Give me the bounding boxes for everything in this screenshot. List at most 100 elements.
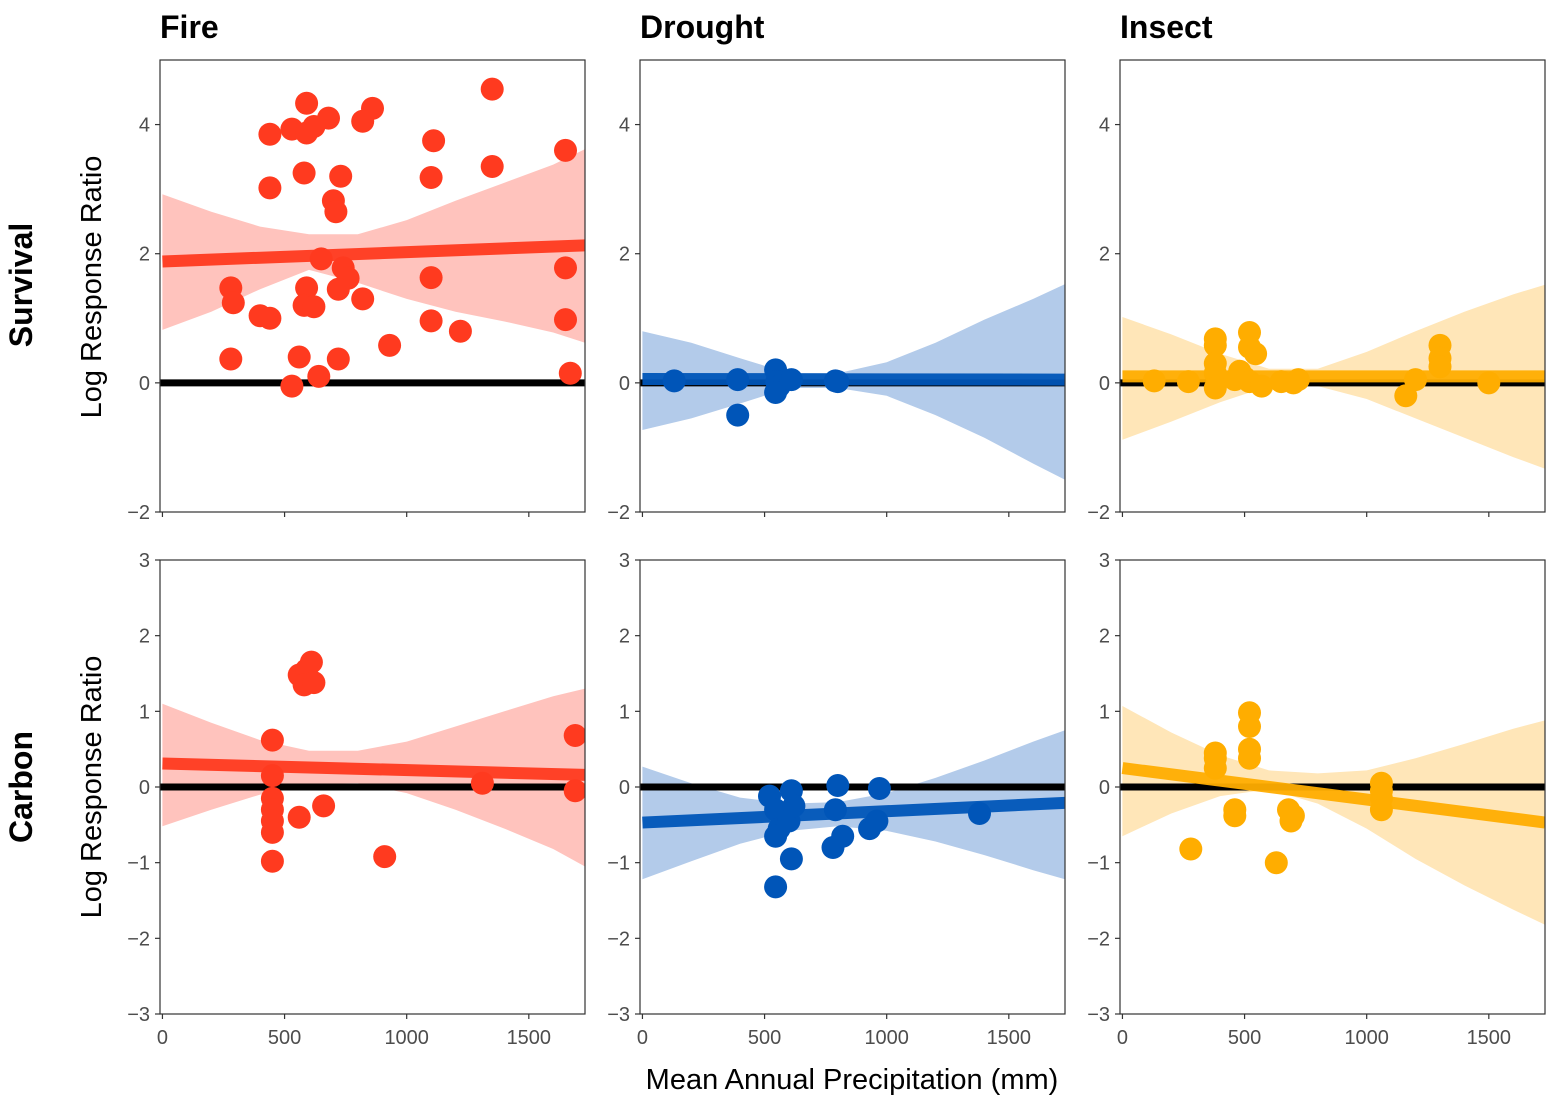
trend-line xyxy=(162,757,585,781)
y-tick-label: 1 xyxy=(1099,701,1110,723)
data-point xyxy=(826,370,850,394)
data-point xyxy=(260,820,284,844)
data-point xyxy=(1223,804,1247,828)
data-point xyxy=(554,256,577,280)
data-point xyxy=(782,794,806,818)
panel-frame xyxy=(159,59,586,513)
y-tick-label: 1 xyxy=(139,701,150,723)
data-point xyxy=(258,306,282,330)
x-tick-label: 500 xyxy=(1228,1027,1261,1049)
data-point xyxy=(260,728,284,752)
data-point xyxy=(1142,369,1166,393)
trend-line xyxy=(642,796,1065,829)
data-point xyxy=(779,368,803,392)
data-point xyxy=(324,200,348,224)
y-tick-label: −3 xyxy=(607,1004,630,1026)
data-point xyxy=(292,161,316,185)
panel-plot-area xyxy=(160,650,585,873)
y-tick-label: 0 xyxy=(1099,777,1110,799)
data-point xyxy=(221,291,245,315)
y-axis-title-carbon: Log Response Ratio xyxy=(76,656,108,919)
data-point xyxy=(1369,798,1393,822)
column-title-fire: Fire xyxy=(160,9,219,45)
data-point xyxy=(419,266,443,290)
data-point xyxy=(865,809,889,833)
x-tick-label: 1000 xyxy=(1344,1027,1389,1049)
data-point xyxy=(1203,333,1227,357)
data-point xyxy=(554,138,577,162)
panel-carbon-fire: −3 −2 −1 0 1 2 3 0 500 1000 1500 xyxy=(127,550,586,1049)
data-point xyxy=(302,295,326,319)
data-point xyxy=(867,777,891,800)
y-tick-label: −2 xyxy=(1087,928,1110,950)
data-point xyxy=(470,771,494,795)
data-point xyxy=(779,847,803,871)
y-tick-label: 4 xyxy=(1099,115,1110,137)
data-point xyxy=(1176,370,1200,394)
y-tick-label: 2 xyxy=(619,244,630,266)
data-point xyxy=(258,122,282,146)
y-tick-label: 0 xyxy=(619,777,630,799)
data-point xyxy=(295,276,319,300)
confidence-band xyxy=(162,688,585,867)
data-point xyxy=(351,287,375,311)
data-point xyxy=(1404,368,1427,392)
data-point xyxy=(1428,355,1452,379)
data-point xyxy=(309,247,333,271)
data-point xyxy=(554,308,577,332)
panel-plot-area xyxy=(1120,701,1545,925)
confidence-band xyxy=(1122,706,1545,925)
data-point xyxy=(351,109,375,133)
data-point xyxy=(373,845,397,869)
x-tick-label: 500 xyxy=(268,1027,301,1049)
data-point xyxy=(1281,804,1305,828)
confidence-band xyxy=(642,730,1065,880)
x-tick-label: 1000 xyxy=(384,1027,429,1049)
y-tick-label: 4 xyxy=(619,115,630,137)
y-tick-label: −1 xyxy=(607,853,630,875)
data-point xyxy=(419,309,443,333)
data-point xyxy=(448,319,472,343)
data-point xyxy=(831,824,855,848)
panel-frame xyxy=(1119,59,1546,513)
y-tick-label: 2 xyxy=(139,626,150,648)
x-tick-label: 1500 xyxy=(987,1027,1032,1049)
y-tick-label: −2 xyxy=(1087,502,1110,524)
y-tick-label: 3 xyxy=(1099,550,1110,572)
data-point xyxy=(480,77,504,101)
y-tick-label: 1 xyxy=(619,701,630,723)
y-tick-label: −2 xyxy=(607,502,630,524)
x-tick-label: 0 xyxy=(157,1027,168,1049)
y-axis-title-survival: Log Response Ratio xyxy=(76,156,108,419)
panel-plot-area xyxy=(640,730,1065,899)
y-tick-label: 0 xyxy=(139,373,150,395)
data-point xyxy=(1203,756,1227,780)
data-point xyxy=(295,91,319,115)
data-point xyxy=(558,361,582,385)
y-tick-label: −3 xyxy=(1087,1004,1110,1026)
data-point xyxy=(1264,851,1288,875)
data-point xyxy=(1238,715,1261,738)
y-tick-label: 2 xyxy=(139,244,150,266)
data-point xyxy=(287,345,311,369)
panel-plot-area xyxy=(640,284,1065,480)
data-point xyxy=(219,347,243,371)
data-point xyxy=(329,164,353,188)
trend-line xyxy=(162,239,585,268)
data-point xyxy=(422,129,446,153)
y-tick-label: −1 xyxy=(127,853,150,875)
y-tick-label: −2 xyxy=(607,928,630,950)
data-point xyxy=(326,347,350,371)
column-title-insect: Insect xyxy=(1120,9,1213,45)
data-point xyxy=(1244,342,1268,366)
data-point xyxy=(312,794,336,818)
panel-survival-insect: −2 0 2 4 xyxy=(1087,59,1546,524)
panel-carbon-drought: −3 −2 −1 0 1 2 3 0 500 1000 1500 xyxy=(607,550,1066,1049)
y-tick-label: 0 xyxy=(1099,373,1110,395)
panel-survival-drought: −2 0 2 4 xyxy=(607,59,1066,524)
x-tick-label: 1500 xyxy=(1467,1027,1512,1049)
data-point xyxy=(1203,376,1227,400)
data-point xyxy=(726,368,750,392)
